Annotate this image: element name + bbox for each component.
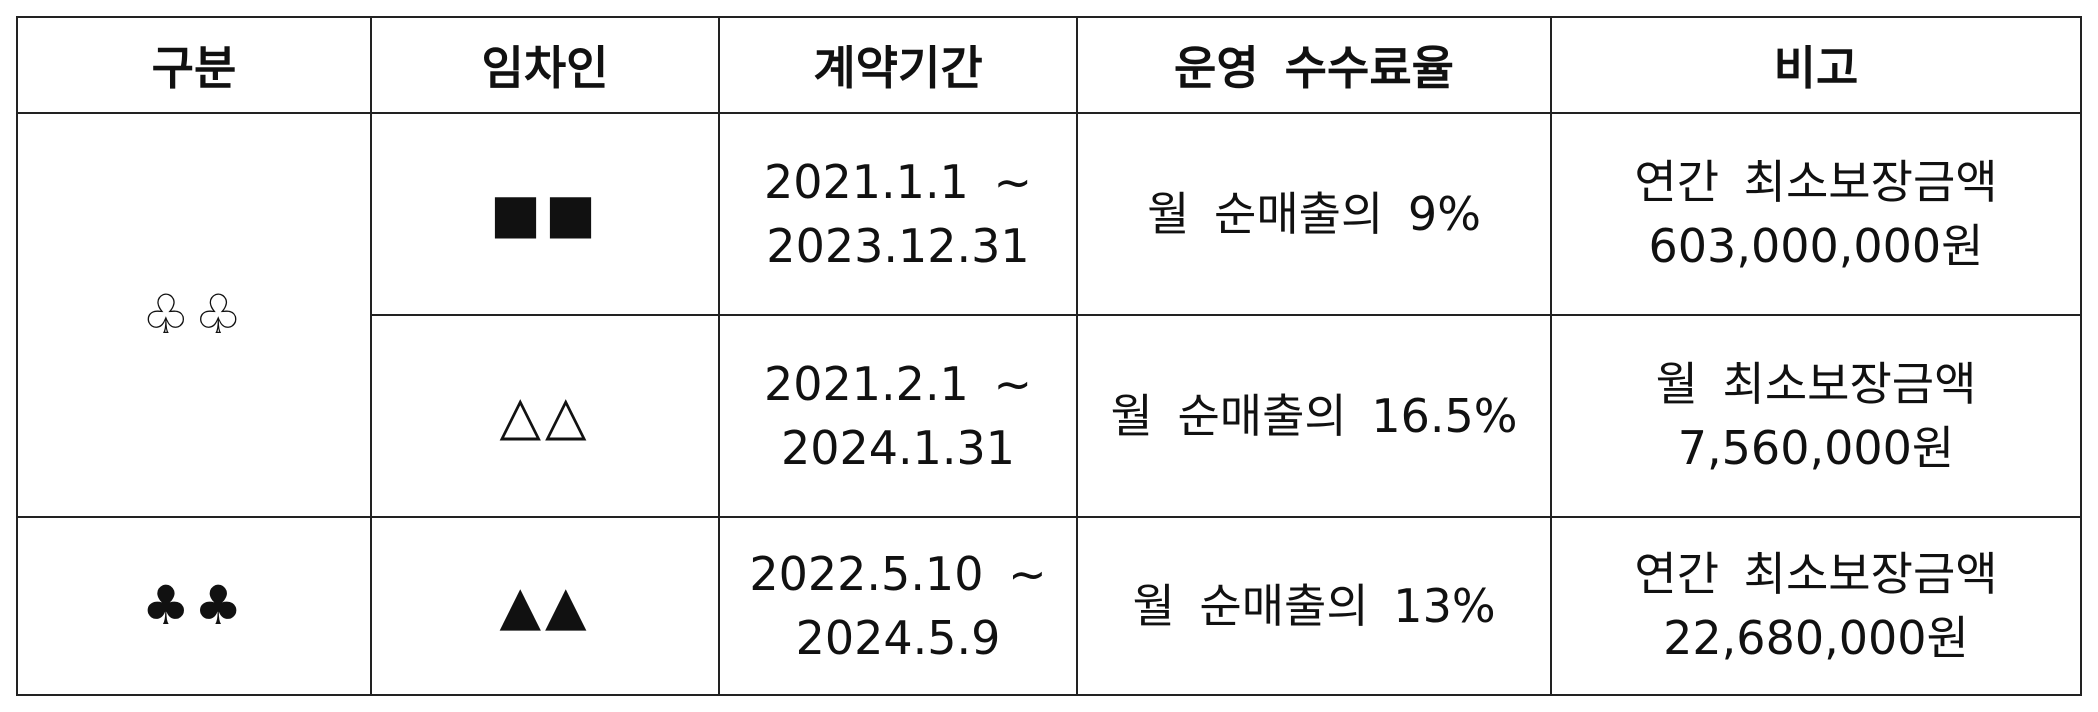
header-category: 구분 xyxy=(16,16,372,114)
note-amount: 7,560,000원 xyxy=(1677,421,1955,475)
table-row: ♣♣ ▲▲ 2022.5.10 ~ 2024.5.9 월 순매출의 13% 연간… xyxy=(16,516,2082,696)
header-note: 비고 xyxy=(1550,16,2082,114)
period-end: 2024.5.9 xyxy=(795,611,1001,665)
fee-rate-cell: 월 순매출의 16.5% xyxy=(1076,314,1552,518)
fee-rate-cell: 월 순매출의 9% xyxy=(1076,112,1552,316)
tenant-cell: ■■ xyxy=(370,112,720,316)
header-fee-rate: 운영 수수료율 xyxy=(1076,16,1552,114)
period-cell: 2021.2.1 ~ 2024.1.31 xyxy=(718,314,1078,518)
note-amount: 603,000,000원 xyxy=(1648,219,1984,273)
header-row: 구분 임차인 계약기간 운영 수수료율 비고 xyxy=(16,16,2082,114)
tenant-cell: △△ xyxy=(370,314,720,518)
note-label: 월 최소보장금액 xyxy=(1655,357,1977,411)
contract-table: 구분 임차인 계약기간 운영 수수료율 비고 ♧♧ ■■ 2021.1.1 ~ … xyxy=(16,16,2082,696)
fee-rate-cell: 월 순매출의 13% xyxy=(1076,516,1552,696)
period-end: 2023.12.31 xyxy=(766,219,1030,273)
table-row: △△ 2021.2.1 ~ 2024.1.31 월 순매출의 16.5% 월 최… xyxy=(17,314,2082,518)
note-cell: 월 최소보장금액 7,560,000원 xyxy=(1550,314,2082,518)
note-label: 연간 최소보장금액 xyxy=(1634,547,1998,601)
period-start: 2021.2.1 ~ xyxy=(763,357,1032,411)
period-end: 2024.1.31 xyxy=(780,421,1016,475)
table-row: ♧♧ ■■ 2021.1.1 ~ 2023.12.31 월 순매출의 9% 연간… xyxy=(16,112,2082,518)
note-amount: 22,680,000원 xyxy=(1663,611,1969,665)
tenant-cell: ▲▲ xyxy=(370,516,720,696)
note-label: 연간 최소보장금액 xyxy=(1634,155,1998,209)
period-start: 2022.5.10 ~ xyxy=(749,547,1047,601)
note-cell: 연간 최소보장금액 603,000,000원 xyxy=(1550,112,2082,316)
header-contract-period: 계약기간 xyxy=(718,16,1078,114)
category-cell: ♧♧ xyxy=(16,112,372,518)
category-cell: ♣♣ xyxy=(16,516,372,696)
header-tenant: 임차인 xyxy=(370,16,720,114)
period-cell: 2021.1.1 ~ 2023.12.31 xyxy=(718,112,1078,316)
period-cell: 2022.5.10 ~ 2024.5.9 xyxy=(718,516,1078,696)
period-start: 2021.1.1 ~ xyxy=(763,155,1032,209)
note-cell: 연간 최소보장금액 22,680,000원 xyxy=(1550,516,2082,696)
